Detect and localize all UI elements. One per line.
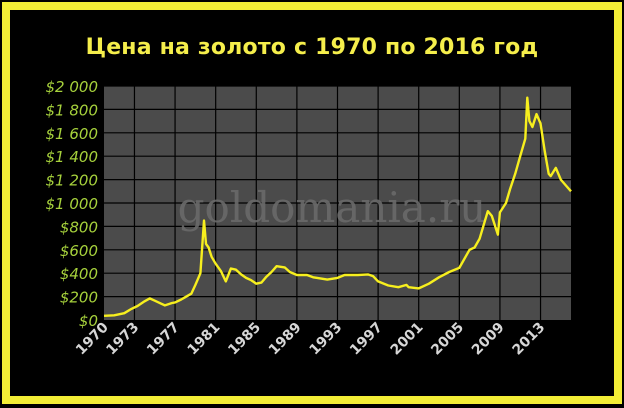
- x-tick-label: 2009: [469, 320, 508, 359]
- y-tick-label: $1 200: [46, 172, 99, 190]
- x-tick-label: 1977: [144, 320, 183, 359]
- y-tick-label: $2 000: [46, 78, 99, 96]
- x-tick-label: 2005: [428, 320, 467, 359]
- y-tick-label: $1 800: [46, 101, 99, 119]
- y-tick-label: $1 000: [46, 195, 99, 213]
- x-tick-label: 1993: [306, 320, 345, 359]
- y-axis-ticks: $0 $200 $400 $600 $800 $1 000 $1 200 $1 400 $1 6…: [46, 78, 99, 330]
- x-tick-label: 1973: [103, 320, 142, 359]
- x-tick-label: 2013: [510, 320, 549, 359]
- price-series-line: [103, 96, 572, 317]
- y-tick-label: $800: [60, 218, 98, 236]
- x-tick-label: 1989: [266, 320, 305, 359]
- y-tick-label: $0: [79, 312, 98, 330]
- y-tick-label: $1 600: [46, 125, 99, 143]
- series-layer: [103, 96, 572, 317]
- x-tick-label: 2001: [388, 320, 427, 359]
- x-tick-label: 1985: [225, 320, 264, 359]
- y-tick-label: $600: [60, 242, 98, 260]
- y-tick-label: $200: [60, 289, 98, 307]
- y-tick-label: $1 400: [46, 148, 99, 166]
- x-tick-label: 1997: [347, 320, 386, 359]
- watermark-text: goldomania.ru: [178, 183, 487, 232]
- x-tick-label: 1981: [185, 320, 224, 359]
- y-tick-label: $400: [60, 265, 98, 283]
- chart-title: Цена на золото с 1970 по 2016 год: [85, 35, 539, 60]
